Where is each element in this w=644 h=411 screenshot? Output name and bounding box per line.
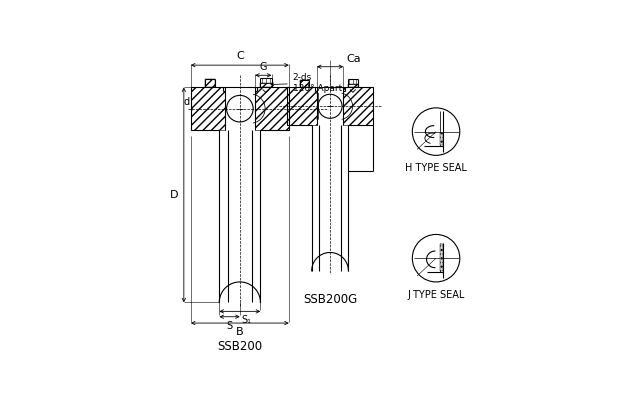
Text: d: d — [184, 97, 190, 107]
Text: C: C — [236, 51, 243, 61]
Text: SSB200: SSB200 — [217, 340, 262, 353]
Text: SSB200G: SSB200G — [303, 293, 357, 306]
Bar — [255, 87, 289, 130]
Bar — [260, 83, 272, 87]
Text: G: G — [260, 62, 267, 72]
Bar — [440, 244, 443, 271]
Text: H TYPE SEAL: H TYPE SEAL — [405, 163, 467, 173]
Bar — [191, 87, 225, 130]
Text: J TYPE SEAL: J TYPE SEAL — [408, 290, 465, 300]
Bar — [299, 80, 308, 87]
Bar — [205, 79, 215, 87]
Text: B: B — [236, 327, 243, 337]
Bar — [348, 84, 358, 87]
Text: D: D — [169, 190, 178, 200]
Text: Ca: Ca — [346, 54, 361, 64]
Bar — [440, 133, 443, 145]
Text: 2-ds
120° Apart: 2-ds 120° Apart — [271, 73, 342, 92]
Text: S: S — [227, 321, 232, 330]
Text: S₁: S₁ — [242, 315, 251, 325]
Bar — [343, 87, 373, 125]
Bar — [287, 87, 317, 125]
